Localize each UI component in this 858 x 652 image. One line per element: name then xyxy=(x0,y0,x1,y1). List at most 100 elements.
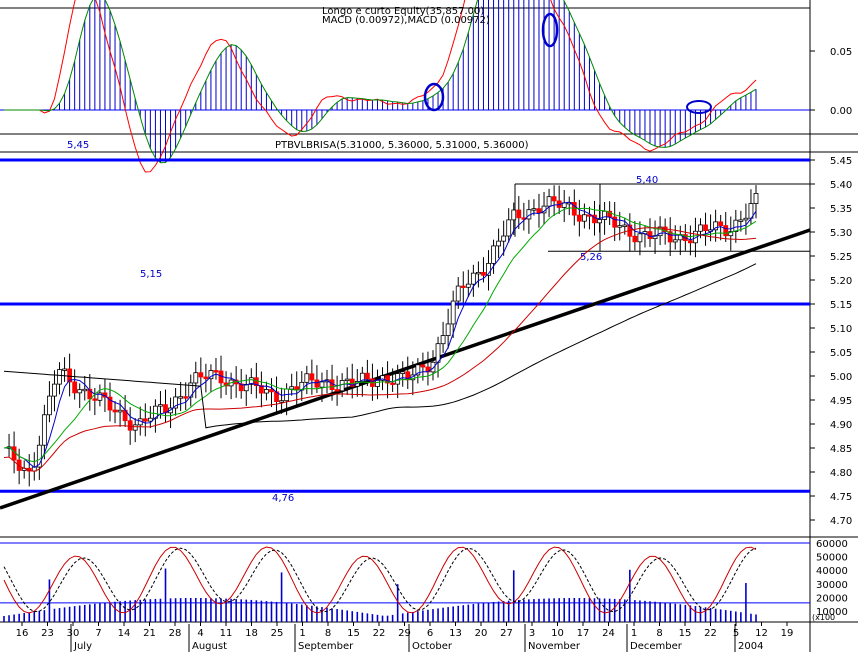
price-tick-label: 5.45 xyxy=(830,156,852,167)
candle-body xyxy=(203,376,209,380)
candle-body xyxy=(178,396,184,399)
candle-body xyxy=(319,381,325,388)
highlight-ellipse xyxy=(686,100,712,114)
price-tick-label: 4.70 xyxy=(830,516,852,527)
candle-body xyxy=(36,444,42,468)
candle-body xyxy=(375,379,380,387)
price-tick-label: 5.35 xyxy=(830,204,852,215)
candle-body xyxy=(16,459,22,471)
price-tick-label: 4.75 xyxy=(830,492,852,503)
uptrend-line xyxy=(0,228,811,510)
candle-body xyxy=(430,361,436,373)
x-day-label: 8 xyxy=(656,628,662,639)
candle-body xyxy=(511,209,517,221)
highlight-ellipse xyxy=(423,82,445,112)
candle-body xyxy=(314,379,320,388)
price-tick-label: 5.30 xyxy=(830,228,852,239)
candle-body xyxy=(733,219,739,232)
candle-body xyxy=(52,383,57,397)
x-day-label: 25 xyxy=(271,628,284,639)
price-title: PTBVLBRISA(5.31000, 5.36000, 5.31000, 5.… xyxy=(275,140,529,151)
candle-body xyxy=(173,396,178,409)
candle-body xyxy=(592,214,597,224)
candle-body xyxy=(617,225,623,228)
price-tick-label: 5.00 xyxy=(830,372,852,383)
x-month-label: October xyxy=(412,641,453,652)
candle-body xyxy=(117,409,123,413)
candle-body xyxy=(728,231,734,237)
candle-body xyxy=(344,378,350,382)
macd-title-equity: Longo e curto Equity(35,857.00) xyxy=(322,6,484,17)
candle-body xyxy=(516,209,522,219)
candle-body xyxy=(41,414,47,446)
volume-tick-label: 40000 xyxy=(816,566,848,577)
x-day-label: 5 xyxy=(733,628,739,639)
candle-body xyxy=(77,389,83,394)
x-day-label: 1 xyxy=(299,628,305,639)
candle-body xyxy=(183,396,189,399)
candle-body xyxy=(486,262,491,276)
price-tick-label: 5.15 xyxy=(830,300,852,311)
volume-tick-label: 30000 xyxy=(816,580,848,591)
x-day-label: 23 xyxy=(41,628,54,639)
candle-body xyxy=(213,370,219,373)
candle-body xyxy=(47,395,52,416)
candle-body xyxy=(385,375,390,384)
x-day-label: 28 xyxy=(169,628,182,639)
moving-average-200 xyxy=(3,263,757,429)
candle-body xyxy=(309,373,315,381)
price-tick-label: 5.40 xyxy=(830,180,852,191)
candle-body xyxy=(158,404,163,407)
x-day-label: 21 xyxy=(143,628,156,639)
candle-body xyxy=(304,373,310,383)
candle-body xyxy=(127,420,133,431)
candle-body xyxy=(496,240,502,247)
candle-body xyxy=(718,221,724,226)
candle-body xyxy=(87,388,93,400)
x-day-label: 29 xyxy=(398,628,411,639)
x-day-label: 6 xyxy=(427,628,433,639)
candle-body xyxy=(243,384,249,392)
candle-body xyxy=(147,417,153,422)
x-day-label: 14 xyxy=(118,628,131,639)
candle-body xyxy=(67,368,73,383)
candle-body xyxy=(723,225,729,237)
stochastic-volume-panel xyxy=(0,542,810,622)
candle-body xyxy=(703,224,708,232)
price-tick-label: 5.10 xyxy=(830,324,852,335)
candle-body xyxy=(107,396,113,411)
candle-body xyxy=(612,216,618,228)
x-day-label: 30 xyxy=(67,628,80,639)
highlight-ellipse xyxy=(541,12,559,48)
macd-panel xyxy=(0,0,815,173)
candle-body xyxy=(57,369,62,385)
x-day-label: 3 xyxy=(529,628,535,639)
x-day-label: 20 xyxy=(475,628,488,639)
candle-body xyxy=(364,372,370,380)
annotation-5-40: 5,40 xyxy=(636,175,658,186)
candle-body xyxy=(390,382,396,385)
volume-tick-label: 60000 xyxy=(816,539,848,550)
macd-tick-0-05: 0.05 xyxy=(830,47,852,58)
candle-body xyxy=(602,210,607,220)
candle-body xyxy=(738,219,744,222)
macd-signal-line xyxy=(4,0,757,164)
price-tick-label: 4.85 xyxy=(830,444,852,455)
annotation-5-15: 5,15 xyxy=(140,269,162,280)
candle-body xyxy=(445,323,451,336)
x-day-label: 8 xyxy=(325,628,331,639)
candle-body xyxy=(672,239,678,243)
axes: 5.45 5.40 5.35 5.30 5.25 5.20 5.15 5.10 5.05 5.00… xyxy=(16,156,852,652)
candle-body xyxy=(713,221,719,231)
candle-body xyxy=(359,372,365,382)
candle-body xyxy=(657,226,663,237)
x-day-label: 10 xyxy=(551,628,564,639)
candle-body xyxy=(92,398,98,401)
candle-body xyxy=(491,245,496,264)
price-tick-label: 5.20 xyxy=(830,276,852,287)
annotation-5-45: 5,45 xyxy=(67,140,89,151)
x-month-label: November xyxy=(528,641,581,652)
candle-body xyxy=(62,368,67,371)
x-month-label: December xyxy=(630,641,683,652)
candle-body xyxy=(440,335,446,345)
